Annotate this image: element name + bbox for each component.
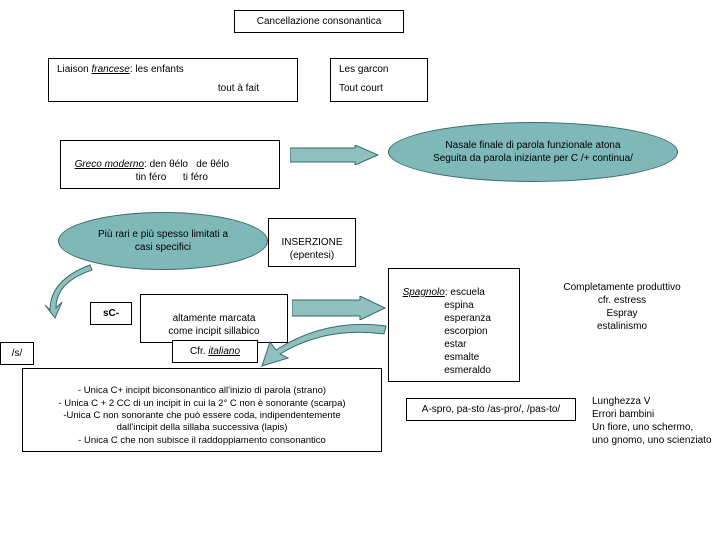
inserzione-box: INSERZIONE (epentesi) — [268, 218, 356, 267]
french-right2: Tout court — [339, 82, 419, 95]
aspro-box: A-spro, pa-sto /as-pro/, /pas-to/ — [406, 398, 576, 421]
produttivo-text: Completamente produttivo cfr. estress Es… — [532, 268, 712, 333]
arrow-curve-spagnolo — [256, 320, 396, 374]
arrow-greek-nasale — [290, 145, 380, 165]
greek-box: Greco moderno: den θélo de θélo tin féro… — [60, 140, 280, 189]
french-right1: Les garcon — [339, 63, 419, 76]
title-text: Cancellazione consonantica — [257, 16, 382, 27]
bottom-left-text: - Unica C+ incipit biconsonantico all'in… — [58, 385, 345, 445]
title-box: Cancellazione consonantica — [234, 10, 404, 33]
spagnolo-box: Spagnolo: escuela espina esperanza escor… — [388, 268, 520, 382]
sc-label: sC- — [103, 308, 119, 319]
french-line1: Liaison francese: les enfants — [57, 63, 289, 76]
nasale-ellipse: Nasale finale di parola funzionale atona… — [388, 122, 678, 182]
sc-text: altamente marcata come incipit sillabico — [168, 313, 259, 337]
french-right-box: Les garcon Tout court — [330, 58, 428, 102]
slash-s-box: /s/ — [0, 342, 34, 365]
inserzione-text: INSERZIONE (epentesi) — [281, 237, 342, 261]
rari-text: Più rari e più spesso limitati a casi sp… — [98, 228, 228, 254]
arrow-sc-spagnolo — [292, 296, 387, 320]
sc-label-box: sC- — [90, 302, 132, 325]
cfr-box: Cfr. italiano — [172, 340, 258, 363]
lunghezza-text: Lunghezza V Errori bambini Un fiore, uno… — [592, 382, 720, 447]
aspro-text: A-spro, pa-sto /as-pro/, /pas-to/ — [422, 404, 560, 415]
bottom-left-box: - Unica C+ incipit biconsonantico all'in… — [22, 368, 382, 452]
french-left-box: Liaison francese: les enfants tout à fai… — [48, 58, 298, 102]
nasale-text: Nasale finale di parola funzionale atona… — [433, 139, 633, 165]
french-line2: tout à fait — [57, 82, 289, 95]
slash-s: /s/ — [12, 348, 23, 359]
